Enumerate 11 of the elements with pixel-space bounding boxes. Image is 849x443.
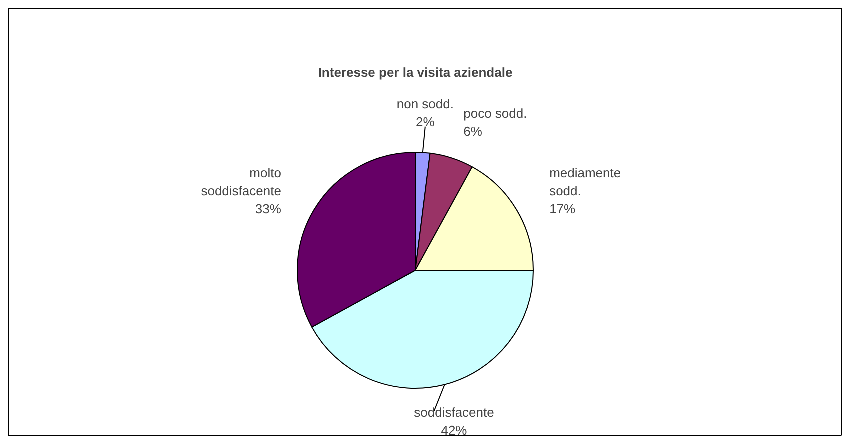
data-label: 2% <box>416 114 436 130</box>
slice-label: molto soddisfacente <box>201 166 282 199</box>
data-label: 17% <box>550 202 576 217</box>
data-label: 6% <box>464 124 483 139</box>
slice-label: soddisfacente <box>414 404 494 420</box>
chart-title: Interesse per la visita aziendale <box>318 65 513 80</box>
slice-label: poco sodd. <box>464 106 528 121</box>
data-label: 42% <box>441 422 468 438</box>
data-label: 33% <box>255 202 282 217</box>
slice-label: mediamente sodd. <box>550 166 622 199</box>
slice-label: non sodd. <box>396 96 454 112</box>
